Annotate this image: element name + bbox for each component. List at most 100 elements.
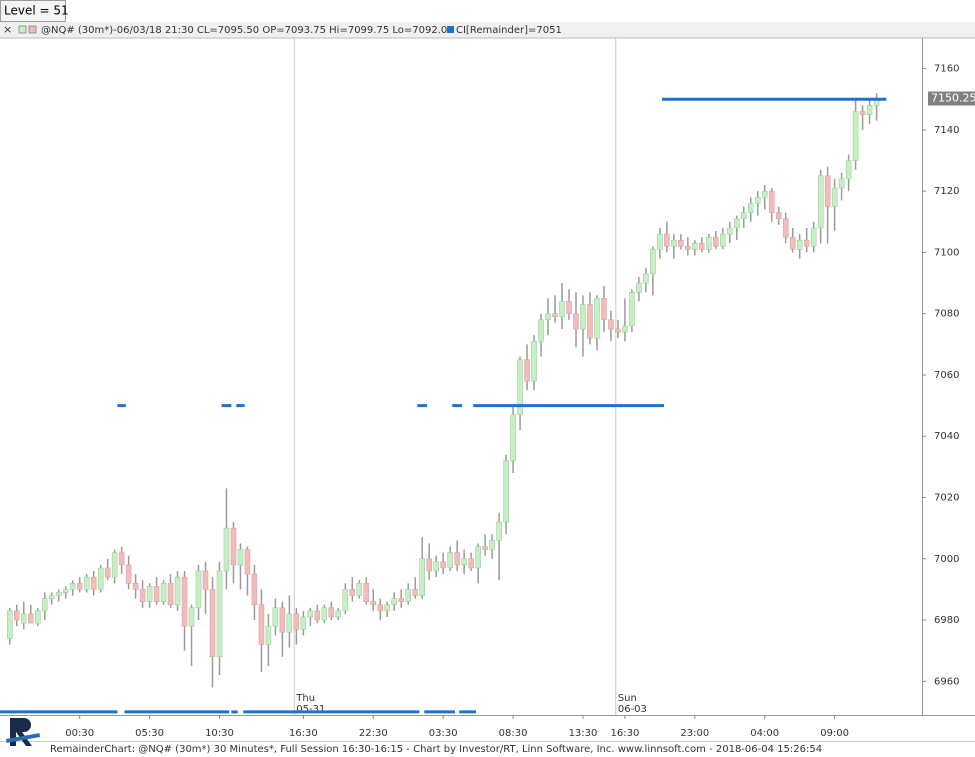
y-tick-label: 6960: [934, 676, 959, 687]
day-date: 05-31: [296, 704, 325, 715]
candle-body: [531, 341, 537, 382]
candle-body: [363, 583, 370, 602]
candle-body: [733, 218, 740, 229]
candle-body: [230, 527, 237, 566]
candle-body: [97, 567, 104, 590]
candle-body: [552, 313, 558, 318]
candle-body: [768, 190, 775, 213]
candle-body: [440, 561, 446, 569]
candle-body: [202, 570, 209, 590]
candle-body: [831, 187, 838, 207]
candle-body: [859, 111, 866, 115]
x-tick-label: 16:30: [289, 728, 318, 739]
candle-body: [587, 304, 593, 339]
candle-body: [7, 610, 13, 639]
candle-body: [720, 233, 726, 247]
last-price-label: 7150.25: [931, 92, 975, 105]
candle-body: [636, 282, 642, 293]
candle-body: [27, 613, 34, 624]
logo: [5, 718, 41, 746]
x-tick-label: 04:00: [750, 728, 779, 739]
x-tick-label: 13:30: [569, 728, 598, 739]
candle-body: [265, 625, 272, 645]
candle-body: [573, 313, 579, 330]
last-price-box: [928, 91, 975, 106]
candle-body: [727, 227, 733, 235]
candle-body: [559, 301, 565, 318]
candle-body: [216, 570, 223, 658]
day-label: Sun: [618, 693, 637, 704]
candle-body: [188, 607, 195, 627]
candle-body: [454, 552, 460, 566]
candle-body: [139, 589, 146, 602]
candle-body: [713, 236, 719, 247]
candle-body: [810, 227, 817, 247]
day-date: 06-03: [618, 704, 647, 715]
candle-body: [146, 586, 153, 602]
candle-body: [321, 607, 328, 621]
candle-body: [678, 239, 684, 247]
candle-body: [433, 561, 439, 572]
up-icon: [18, 25, 27, 34]
candle-body: [775, 212, 782, 219]
day-label: Thu: [295, 693, 315, 704]
candle-body: [69, 583, 76, 590]
candle-body: [167, 583, 174, 605]
candle-body: [377, 604, 384, 612]
candle-body: [803, 239, 810, 247]
candle-body: [237, 549, 244, 566]
y-tick-label: 7160: [934, 64, 959, 75]
candle-body: [244, 549, 251, 575]
candle-body: [14, 610, 20, 621]
candle-body: [706, 236, 712, 250]
candle-body: [461, 558, 467, 566]
candle-body: [55, 592, 62, 596]
candle-body: [824, 175, 831, 207]
candle-body: [181, 576, 188, 627]
candle-body: [160, 583, 167, 602]
candle-body: [866, 105, 873, 115]
candle-body: [76, 583, 83, 590]
close-icon[interactable]: ×: [3, 23, 12, 36]
y-tick-label: 7040: [934, 431, 959, 442]
candle-body: [482, 546, 488, 550]
candle-body: [657, 233, 663, 250]
y-tick-label: 7100: [934, 247, 959, 258]
x-tick-label: 08:30: [499, 728, 528, 739]
candle-body: [475, 546, 481, 569]
candle-body: [349, 589, 356, 596]
x-tick-label: 03:30: [429, 728, 458, 739]
candle-body: [251, 573, 258, 605]
y-tick-label: 7000: [934, 554, 959, 565]
candle-body: [41, 598, 48, 612]
candle-body: [622, 325, 628, 333]
candle-body: [111, 552, 118, 578]
candle-body: [398, 598, 405, 602]
candle-body: [545, 313, 551, 321]
candle-body: [104, 567, 111, 578]
candle-body: [664, 233, 670, 247]
candle-body: [838, 178, 845, 189]
candle-body: [314, 610, 321, 621]
candle-body: [195, 570, 202, 609]
y-tick-label: 7120: [934, 186, 959, 197]
candle-body: [258, 604, 265, 645]
footer-text: RemainderChart: @NQ# (30m*) 30 Minutes*,…: [50, 744, 822, 755]
candle-body: [845, 160, 852, 180]
candle-body: [426, 558, 432, 572]
candle-body: [524, 359, 530, 382]
candle-body: [272, 607, 279, 627]
level-box[interactable]: [0, 0, 66, 22]
candle-body: [90, 576, 97, 590]
candle-body: [566, 301, 572, 314]
candle-body: [761, 190, 768, 198]
down-icon: [28, 25, 37, 34]
candle-body: [685, 246, 691, 250]
candle-body: [580, 304, 586, 330]
candle-body: [83, 576, 90, 590]
x-tick-label: 00:30: [65, 728, 94, 739]
candle-body: [328, 607, 335, 618]
header-text: @NQ# (30m*)-06/03/18 21:30 CL=7095.50 OP…: [41, 25, 454, 36]
candle-body: [496, 521, 502, 541]
